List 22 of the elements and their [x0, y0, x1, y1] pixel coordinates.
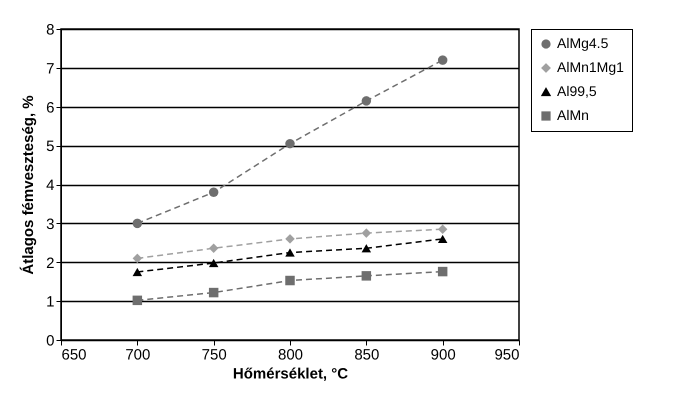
legend-label: AlMn1Mg1	[557, 59, 624, 75]
x-tick-label: 950	[494, 346, 520, 364]
legend-label: AlMg4.5	[557, 35, 609, 51]
x-tick-label: 900	[430, 346, 456, 364]
x-tick-label: 700	[125, 346, 150, 364]
y-tick-label: 2	[46, 254, 54, 272]
x-tick-label: 650	[62, 346, 87, 364]
x-axis-title: Hőmérséklet, °C	[232, 366, 348, 382]
x-tick-label: 750	[202, 346, 227, 364]
y-axis-title: Átlagos fémveszteség, %	[19, 95, 38, 275]
x-tick-label: 800	[278, 346, 304, 364]
y-tick-label: 3	[46, 216, 54, 233]
x-tick-label: 850	[354, 346, 380, 364]
y-tick-label: 6	[46, 99, 54, 116]
y-tick-label: 7	[46, 60, 54, 78]
legend-label: Al99,5	[557, 83, 597, 99]
y-tick-label: 5	[46, 138, 54, 156]
y-tick-label: 1	[46, 294, 54, 311]
legend-label: AlMn	[557, 107, 589, 123]
y-tick-label: 0	[46, 332, 54, 350]
y-tick-label: 8	[46, 22, 54, 38]
y-tick-label: 4	[46, 177, 54, 194]
